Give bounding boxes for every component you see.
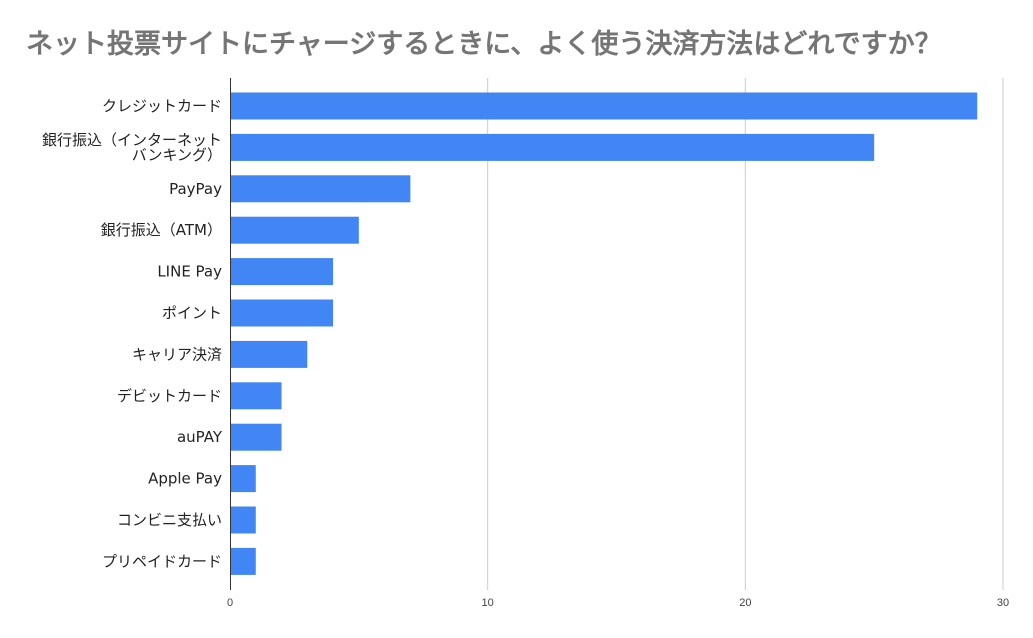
category-label: PayPay (169, 180, 222, 198)
bar (230, 506, 256, 534)
x-tick-label: 30 (997, 597, 1009, 609)
x-tick-label: 0 (227, 597, 233, 609)
category-label: プリペイドカード (102, 552, 222, 570)
x-tick-label: 20 (739, 597, 751, 609)
tick-labels: 0 10 20 30 (227, 597, 1009, 609)
bar (230, 340, 308, 368)
bars (230, 92, 978, 575)
x-tick-label: 10 (482, 597, 494, 609)
bar (230, 423, 282, 451)
bar (230, 547, 256, 575)
gridlines (487, 78, 1004, 590)
category-label: 銀行振込（インターネット (42, 131, 222, 149)
category-label: ポイント (162, 304, 222, 322)
category-label: バンキング） (132, 146, 222, 164)
category-label: クレジットカード (102, 97, 222, 115)
bar (230, 133, 875, 161)
bar (230, 465, 256, 493)
bar (230, 382, 282, 410)
chart-title: ネット投票サイトにチャージするときに、よく使う決済方法はどれですか？ (26, 29, 942, 60)
category-label: LINE Pay (157, 263, 222, 281)
category-label: デビットカード (117, 387, 222, 405)
category-label: auPAY (177, 428, 223, 446)
bar (230, 175, 411, 203)
category-label: Apple Pay (148, 470, 222, 488)
bar (230, 216, 359, 244)
category-label: コンビニ支払い (117, 511, 222, 529)
category-label: 銀行振込（ATM） (101, 221, 222, 239)
bar (230, 299, 334, 327)
bar (230, 92, 978, 120)
bar (230, 258, 334, 286)
category-label: キャリア決済 (132, 345, 222, 363)
